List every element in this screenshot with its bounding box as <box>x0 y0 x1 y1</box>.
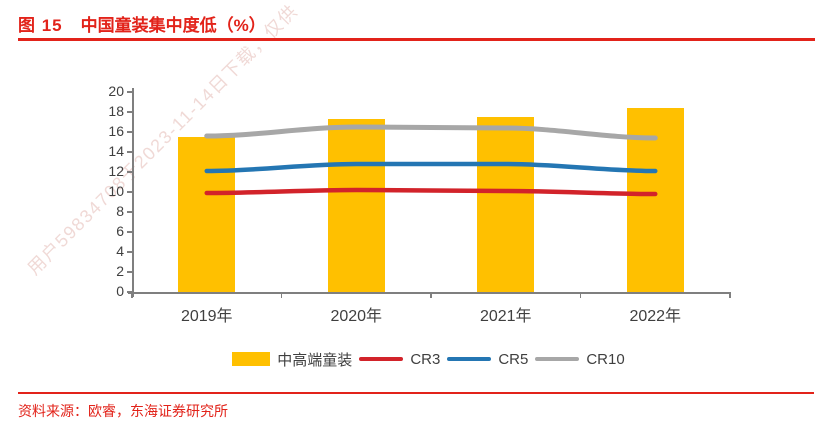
y-tick-label: 10 <box>108 183 124 199</box>
page-title: 中国童装集中度低（%） <box>80 16 266 35</box>
bar-2019年 <box>178 137 236 292</box>
y-axis-tick <box>127 211 132 213</box>
line-CR10 <box>204 124 658 141</box>
x-axis-tick <box>430 292 432 298</box>
x-axis-line <box>128 292 731 294</box>
y-axis-tick <box>127 191 132 193</box>
y-axis-tick <box>127 171 132 173</box>
y-tick-label: 16 <box>108 123 124 139</box>
y-tick-label: 8 <box>116 203 124 219</box>
legend-item-CR5: CR5 <box>447 351 535 368</box>
legend-item-CR10: CR10 <box>535 351 631 368</box>
y-tick-label: 20 <box>108 83 124 99</box>
y-tick-label: 0 <box>116 283 124 299</box>
y-axis-tick <box>127 111 132 113</box>
footer-divider-line <box>18 392 814 394</box>
y-tick-label: 4 <box>116 243 124 259</box>
x-axis-tick <box>729 292 731 298</box>
x-axis-tick <box>280 292 283 298</box>
x-axis-tick <box>131 292 133 298</box>
y-axis-tick <box>127 231 132 233</box>
y-axis-tick <box>127 91 132 93</box>
y-axis-tick <box>127 251 132 253</box>
figure-title: 图 15 中国童装集中度低（%） <box>18 11 266 36</box>
line-CR5 <box>204 161 658 174</box>
y-tick-label: 6 <box>116 223 124 239</box>
legend-item-中高端童装: 中高端童装 <box>232 349 359 370</box>
y-tick-label: 2 <box>116 263 124 279</box>
bar-2021年 <box>477 117 535 292</box>
y-axis-tick <box>127 271 132 273</box>
legend-label-CR3: CR3 <box>410 350 441 368</box>
source-note: 资料来源：欧睿，东海证券研究所 <box>18 403 228 419</box>
x-tick-label: 2020年 <box>330 308 383 325</box>
y-axis-tick <box>127 291 132 293</box>
legend-label-中高端童装: 中高端童装 <box>277 351 353 369</box>
chart-legend: 中高端童装 CR3 CR5 CR10 <box>112 346 752 372</box>
line-CR3 <box>204 187 658 197</box>
title-divider-line <box>18 38 815 41</box>
x-axis-tick <box>579 292 582 298</box>
figure-number: 图 15 <box>18 16 63 35</box>
x-tick-label: 2019年 <box>180 308 233 325</box>
y-axis-line <box>132 88 134 297</box>
legend-swatch-CR5 <box>447 356 492 362</box>
legend-swatch-CR3 <box>359 356 404 362</box>
x-tick-label: 2021年 <box>479 308 532 325</box>
line-series-layer <box>204 124 658 197</box>
legend-label-CR5: CR5 <box>498 350 529 368</box>
y-tick-label: 14 <box>108 143 124 159</box>
y-tick-label: 12 <box>108 163 124 179</box>
y-axis-tick <box>127 131 132 133</box>
bar-2020年 <box>327 119 385 292</box>
y-axis-tick <box>127 151 132 153</box>
legend-swatch-CR10 <box>535 356 580 362</box>
legend-item-CR3: CR3 <box>359 351 447 368</box>
legend-label-CR10: CR10 <box>586 350 625 368</box>
legend-swatch-中高端童装 <box>232 352 271 366</box>
x-tick-label: 2022年 <box>629 308 682 325</box>
y-tick-label: 18 <box>108 103 124 119</box>
